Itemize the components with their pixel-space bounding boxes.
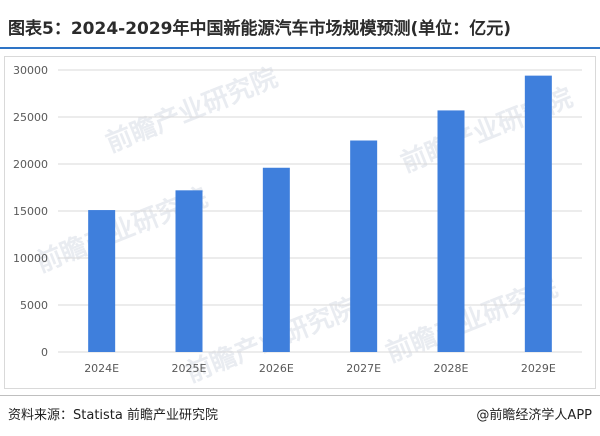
y-tick-label: 5000 [20,299,48,312]
source-note: 资料来源：Statista 前瞻产业研究院 [8,408,218,423]
bar-2024E [88,210,116,352]
x-tick-label: 2025E [172,362,207,375]
bars [88,75,552,352]
x-axis-ticks: 2024E 2025E 2026E 2027E 2028E 2029E [84,362,556,375]
x-tick-label: 2029E [521,362,556,375]
x-tick-label: 2024E [84,362,119,375]
bar-2027E [350,140,378,352]
y-tick-label: 0 [41,346,48,359]
bar-2025E [175,190,203,352]
bar-2029E [524,75,552,352]
title-divider [0,47,600,49]
y-tick-label: 10000 [13,252,48,265]
bar-2026E [262,167,290,352]
y-tick-label: 20000 [13,158,48,171]
y-tick-label: 25000 [13,111,48,124]
y-tick-label: 30000 [13,64,48,77]
bar-2028E [437,110,465,352]
x-tick-label: 2027E [346,362,381,375]
chart-title: 图表5：2024-2029年中国新能源汽车市场规模预测(单位：亿元) [8,19,512,39]
gridlines [58,69,582,353]
credit-note: @前瞻经济学人APP [476,408,592,423]
footer-divider [0,395,600,396]
y-tick-label: 15000 [13,205,48,218]
chart-frame [4,56,596,389]
x-tick-label: 2028E [434,362,469,375]
x-tick-label: 2026E [259,362,294,375]
y-axis-ticks: 0 5000 10000 15000 20000 25000 30000 [13,64,48,359]
